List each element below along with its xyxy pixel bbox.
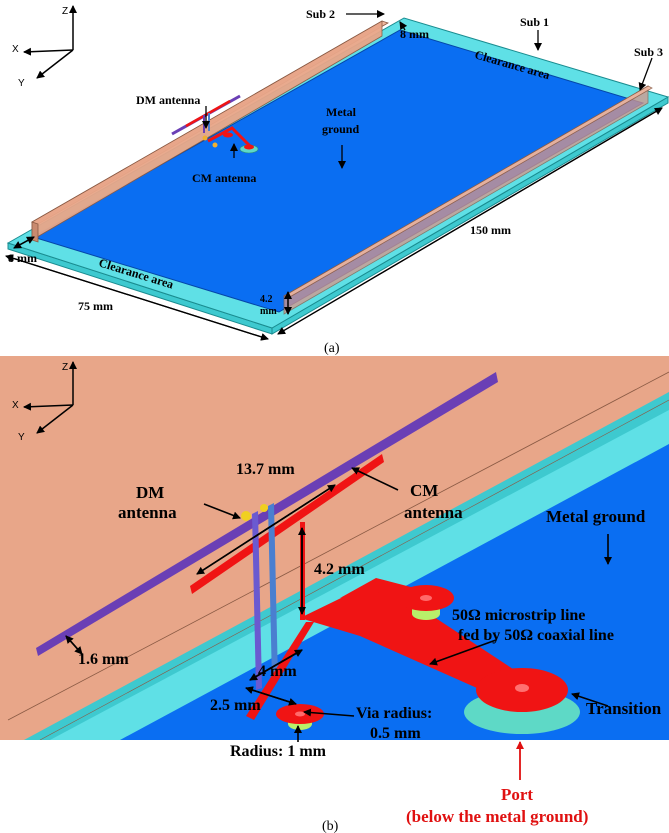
axis-x-label: X (12, 44, 19, 55)
caption-a: (a) (324, 341, 340, 356)
dim-4-2-l1: 4.2 (260, 294, 273, 305)
dim-150mm: 150 mm (470, 223, 511, 237)
axis-z-label: Z (62, 6, 68, 17)
cm-trace (246, 622, 314, 720)
panel-b: Z X Y DM antenna CM antenna 13. (0, 356, 669, 833)
microstrip-label-2: fed by 50Ω coaxial line (458, 627, 614, 644)
dm-antenna-b-l2: antenna (118, 503, 177, 522)
via-radius-l1: Via radius: (356, 705, 432, 722)
axis-z-label-b: Z (62, 362, 68, 373)
radius-label: Radius: 1 mm (230, 743, 327, 760)
dim-4: 4 mm (258, 663, 297, 680)
dim-75mm: 75 mm (78, 299, 113, 313)
dim-4-2-l2: mm (260, 306, 277, 317)
axis-y-label-b: Y (18, 432, 25, 443)
port-label-2: (below the metal ground) (406, 807, 588, 826)
metal-ground-label-2: ground (322, 122, 359, 136)
cm-antenna-b-l2: antenna (404, 503, 463, 522)
cm-antenna-b-l1: CM (410, 481, 438, 500)
panel-a: Z X Y (5, 5, 669, 356)
dm-antenna-b-l1: DM (136, 483, 164, 502)
axis-x-label-b: X (12, 400, 19, 411)
axes-b (23, 361, 77, 434)
dim-2-5: 2.5 mm (210, 697, 261, 714)
metal-ground-b-label: Metal ground (546, 507, 646, 526)
annotations-a (5, 10, 663, 341)
sub3-label: Sub 3 (634, 45, 663, 59)
transition-label: Transition (586, 699, 662, 718)
dm-antenna-label: DM antenna (136, 93, 200, 107)
sub2-end (31, 221, 39, 243)
dm-leg-1 (252, 511, 262, 690)
dim-8mm-top: 8 mm (400, 27, 429, 41)
sub2-label: Sub 2 (306, 7, 335, 21)
annotations-b (65, 467, 612, 742)
dim-8mm-left: 8 mm (8, 251, 37, 265)
via-radius-l2: 0.5 mm (370, 725, 421, 742)
metal-ground-label-1: Metal (326, 105, 357, 119)
dim-1-6: 1.6 mm (78, 651, 129, 668)
axis-y-label: Y (18, 78, 25, 89)
port-label-1: Port (501, 785, 533, 804)
dim-13-7: 13.7 mm (236, 461, 295, 478)
dm-leg-2 (268, 503, 278, 682)
caption-b: (b) (322, 819, 339, 833)
microstrip-label-1: 50Ω microstrip line (452, 607, 585, 624)
dm-antenna-strip (36, 372, 498, 656)
dim-4-2-b: 4.2 mm (314, 561, 365, 578)
cm-antenna-label: CM antenna (192, 171, 256, 185)
sub1-label: Sub 1 (520, 15, 549, 29)
axes-a (23, 5, 77, 79)
